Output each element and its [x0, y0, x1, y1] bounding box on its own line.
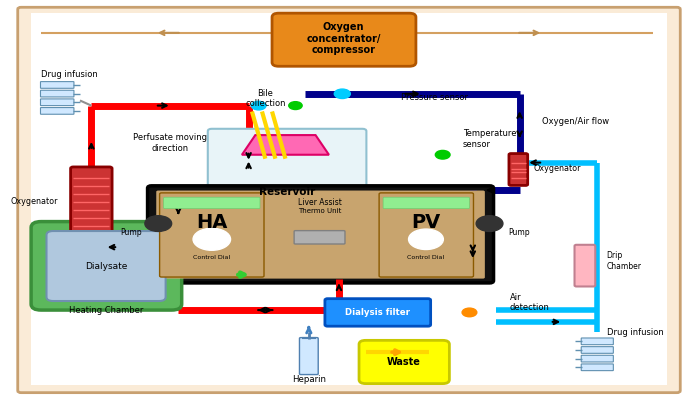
Circle shape	[462, 308, 477, 317]
Circle shape	[145, 216, 172, 231]
Text: Waste: Waste	[387, 357, 421, 367]
Text: Air
detection: Air detection	[510, 293, 549, 312]
FancyBboxPatch shape	[208, 129, 366, 190]
Text: Oxygenator: Oxygenator	[533, 164, 580, 173]
FancyBboxPatch shape	[383, 197, 469, 209]
FancyBboxPatch shape	[18, 7, 680, 393]
Text: Control Dial: Control Dial	[193, 255, 230, 260]
Text: Dialysate: Dialysate	[85, 261, 127, 270]
Circle shape	[334, 89, 350, 99]
FancyBboxPatch shape	[299, 338, 319, 375]
Circle shape	[251, 101, 266, 110]
Circle shape	[436, 150, 450, 159]
FancyBboxPatch shape	[359, 340, 449, 384]
FancyBboxPatch shape	[71, 167, 112, 239]
FancyBboxPatch shape	[31, 222, 182, 310]
Text: Heating Chamber: Heating Chamber	[69, 307, 143, 315]
Text: Perfusate moving
direction: Perfusate moving direction	[133, 133, 207, 152]
Text: Oxygen
concentrator/
compressor: Oxygen concentrator/ compressor	[306, 22, 381, 55]
Text: Pressure sensor: Pressure sensor	[401, 93, 468, 102]
FancyBboxPatch shape	[40, 108, 74, 114]
Circle shape	[408, 229, 443, 249]
Text: PV: PV	[411, 213, 440, 232]
Text: Drug infusion: Drug infusion	[607, 328, 663, 337]
FancyBboxPatch shape	[575, 245, 595, 286]
FancyBboxPatch shape	[40, 82, 74, 88]
FancyBboxPatch shape	[379, 193, 473, 277]
Text: Drug infusion: Drug infusion	[41, 70, 98, 79]
FancyBboxPatch shape	[581, 338, 613, 345]
Text: Heparin: Heparin	[292, 375, 326, 384]
FancyBboxPatch shape	[294, 230, 345, 244]
Circle shape	[289, 102, 302, 110]
Text: Liver Assist: Liver Assist	[297, 198, 342, 207]
Text: Drip
Chamber: Drip Chamber	[607, 251, 642, 270]
FancyBboxPatch shape	[325, 299, 431, 326]
FancyBboxPatch shape	[581, 355, 613, 362]
FancyBboxPatch shape	[581, 364, 613, 371]
Text: Bile
collection: Bile collection	[245, 89, 286, 108]
FancyBboxPatch shape	[31, 13, 667, 385]
Text: Control Dial: Control Dial	[408, 255, 445, 260]
Text: HA: HA	[196, 213, 227, 232]
Polygon shape	[242, 135, 329, 155]
Text: Pump: Pump	[508, 228, 530, 237]
FancyBboxPatch shape	[156, 190, 485, 279]
FancyBboxPatch shape	[509, 154, 527, 185]
FancyBboxPatch shape	[47, 231, 166, 301]
FancyBboxPatch shape	[40, 90, 74, 97]
FancyBboxPatch shape	[40, 99, 74, 106]
Text: Temperature
sensor: Temperature sensor	[463, 129, 516, 149]
FancyBboxPatch shape	[160, 193, 264, 277]
Text: Pump: Pump	[120, 228, 142, 237]
Circle shape	[193, 228, 231, 250]
FancyBboxPatch shape	[272, 13, 416, 66]
Text: Oxygenator: Oxygenator	[10, 198, 58, 206]
FancyBboxPatch shape	[147, 186, 494, 283]
FancyBboxPatch shape	[164, 197, 260, 209]
Text: Reservoir: Reservoir	[260, 187, 316, 197]
Text: Thermo Unit: Thermo Unit	[298, 208, 341, 214]
Circle shape	[476, 216, 503, 231]
Text: Oxygen/Air flow: Oxygen/Air flow	[542, 117, 609, 126]
Text: Dialysis filter: Dialysis filter	[345, 308, 410, 317]
FancyBboxPatch shape	[581, 346, 613, 353]
